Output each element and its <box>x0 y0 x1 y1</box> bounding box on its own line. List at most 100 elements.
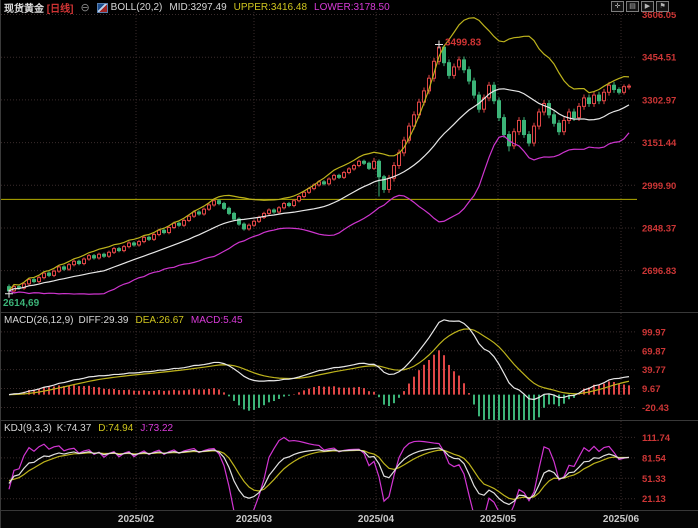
candle[interactable] <box>92 255 96 259</box>
candle[interactable] <box>457 59 461 68</box>
candle[interactable] <box>617 88 621 93</box>
candle[interactable] <box>367 162 371 169</box>
candle[interactable] <box>212 200 216 206</box>
candle[interactable] <box>217 200 221 205</box>
candle[interactable] <box>337 174 341 178</box>
candle[interactable] <box>37 277 41 283</box>
candle[interactable] <box>302 191 306 198</box>
candle[interactable] <box>387 177 391 190</box>
candle[interactable] <box>252 220 256 226</box>
candle[interactable] <box>562 119 566 133</box>
candle[interactable] <box>557 122 561 133</box>
candle[interactable] <box>472 80 476 96</box>
candle[interactable] <box>187 215 191 221</box>
candle[interactable] <box>497 100 501 119</box>
candle[interactable] <box>602 91 606 102</box>
candle[interactable] <box>202 208 206 215</box>
candle[interactable] <box>247 224 251 230</box>
candle[interactable] <box>377 160 381 178</box>
crosshair-icon[interactable]: ✛ <box>611 1 624 12</box>
candle[interactable] <box>347 168 351 174</box>
candle[interactable] <box>82 258 86 265</box>
candle[interactable] <box>237 218 241 225</box>
candle[interactable] <box>87 255 91 260</box>
candle[interactable] <box>262 212 266 218</box>
candles-layer[interactable] <box>7 44 631 294</box>
candle[interactable] <box>612 84 616 90</box>
candle[interactable] <box>397 152 401 167</box>
play-icon[interactable]: ▶ <box>641 1 654 12</box>
candle[interactable] <box>517 119 521 133</box>
candle[interactable] <box>132 242 136 246</box>
candle[interactable] <box>207 204 211 210</box>
candle[interactable] <box>227 207 231 214</box>
candle[interactable] <box>357 160 361 167</box>
candle[interactable] <box>242 223 246 230</box>
candle[interactable] <box>492 84 496 102</box>
kdj-pane[interactable]: 111.74 81.54 51.33 21.13 <box>1 420 698 510</box>
candle[interactable] <box>282 203 286 209</box>
candle[interactable] <box>532 125 536 144</box>
candle[interactable] <box>137 241 141 246</box>
candle[interactable] <box>607 84 611 93</box>
candle[interactable] <box>622 86 626 93</box>
candle[interactable] <box>392 165 396 179</box>
candle[interactable] <box>547 103 551 116</box>
candle[interactable] <box>122 246 126 252</box>
candle[interactable] <box>52 270 56 276</box>
candle[interactable] <box>277 207 281 213</box>
candle[interactable] <box>512 131 516 147</box>
candle[interactable] <box>522 119 526 136</box>
candle[interactable] <box>67 264 71 270</box>
candle[interactable] <box>47 272 51 276</box>
price-pane[interactable]: 3606.05 3454.51 3302.97 3151.44 2999.90 2848.… <box>1 12 698 312</box>
candle[interactable] <box>167 226 171 234</box>
candle[interactable] <box>32 279 36 283</box>
candle[interactable] <box>502 117 506 136</box>
candle[interactable] <box>287 203 291 207</box>
candle[interactable] <box>267 209 271 214</box>
candle[interactable] <box>577 105 581 119</box>
candle[interactable] <box>177 222 181 226</box>
candle[interactable] <box>552 114 556 124</box>
candle[interactable] <box>407 125 411 141</box>
candle[interactable] <box>97 253 101 259</box>
candle[interactable] <box>332 174 336 180</box>
candle[interactable] <box>117 248 121 252</box>
candle[interactable] <box>297 196 301 202</box>
candle[interactable] <box>412 114 416 127</box>
candle[interactable] <box>342 172 346 178</box>
candle[interactable] <box>102 253 106 257</box>
candle[interactable] <box>537 111 541 127</box>
collapse-pane-icon[interactable]: ⊖ <box>80 1 90 14</box>
macd-pane[interactable]: 99.97 69.87 39.77 9.67 -20.43 <box>1 312 698 420</box>
candle[interactable] <box>272 209 276 213</box>
candle[interactable] <box>567 111 571 121</box>
candle[interactable] <box>542 103 546 113</box>
candle[interactable] <box>27 279 31 285</box>
candle[interactable] <box>582 97 586 107</box>
panel-icon[interactable]: ▤ <box>626 1 639 12</box>
candle[interactable] <box>447 62 451 76</box>
candle[interactable] <box>107 251 111 257</box>
candle[interactable] <box>127 242 131 248</box>
candle[interactable] <box>382 176 386 190</box>
candle[interactable] <box>142 236 146 243</box>
candle[interactable] <box>452 66 456 76</box>
candle[interactable] <box>592 94 596 105</box>
candle[interactable] <box>292 200 296 207</box>
candle[interactable] <box>62 266 66 270</box>
candle[interactable] <box>527 134 531 144</box>
candle[interactable] <box>232 212 236 220</box>
candle[interactable] <box>112 248 116 253</box>
candle[interactable] <box>487 84 491 99</box>
candle[interactable] <box>462 59 466 71</box>
candle[interactable] <box>182 219 186 226</box>
candle[interactable] <box>352 165 356 170</box>
candle[interactable] <box>162 229 166 234</box>
candle[interactable] <box>222 203 226 209</box>
candle[interactable] <box>627 85 631 88</box>
candle[interactable] <box>587 97 591 105</box>
candle[interactable] <box>147 236 151 240</box>
candle[interactable] <box>467 69 471 82</box>
